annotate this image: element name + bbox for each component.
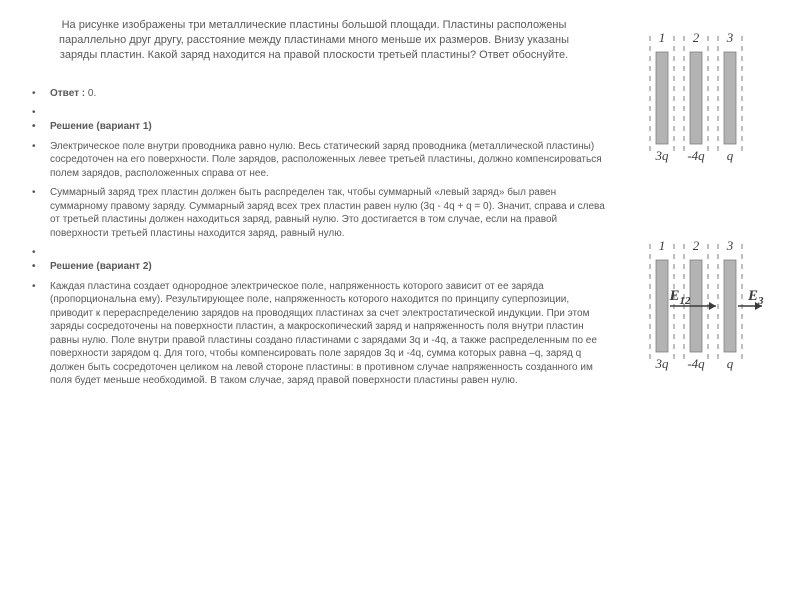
svg-text:1: 1 bbox=[659, 30, 666, 45]
figure-top: 13q2-4q3q bbox=[628, 22, 768, 172]
svg-text:3q: 3q bbox=[655, 356, 670, 371]
svg-text:q: q bbox=[727, 148, 734, 163]
svg-text:3q: 3q bbox=[655, 148, 670, 163]
svg-text:q: q bbox=[727, 356, 734, 371]
svg-text:2: 2 bbox=[693, 238, 700, 253]
spacer bbox=[46, 106, 606, 114]
problem-statement: На рисунке изображены три металлические … bbox=[54, 18, 574, 63]
solution2-p1: Каждая пластина создает однородное элект… bbox=[46, 280, 606, 388]
content-list: Ответ : 0. Решение (вариант 1) Электриче… bbox=[22, 87, 606, 388]
svg-text:-4q: -4q bbox=[687, 356, 705, 371]
solution2-title: Решение (вариант 2) bbox=[46, 260, 606, 274]
answer-value: 0. bbox=[88, 88, 96, 99]
svg-text:-4q: -4q bbox=[687, 148, 705, 163]
svg-text:3: 3 bbox=[726, 238, 734, 253]
solution1-title: Решение (вариант 1) bbox=[46, 120, 606, 134]
answer-label: Ответ : bbox=[50, 88, 85, 99]
spacer bbox=[46, 246, 606, 254]
svg-text:3: 3 bbox=[726, 30, 734, 45]
svg-text:E12: E12 bbox=[668, 288, 691, 307]
svg-text:1: 1 bbox=[659, 238, 666, 253]
solution1-p1: Электрическое поле внутри проводника рав… bbox=[46, 140, 606, 181]
figure-bottom: 13q2-4q3qE12E3 bbox=[628, 230, 768, 380]
solution1-p2: Суммарный заряд трех пластин должен быть… bbox=[46, 186, 606, 240]
svg-text:2: 2 bbox=[693, 30, 700, 45]
